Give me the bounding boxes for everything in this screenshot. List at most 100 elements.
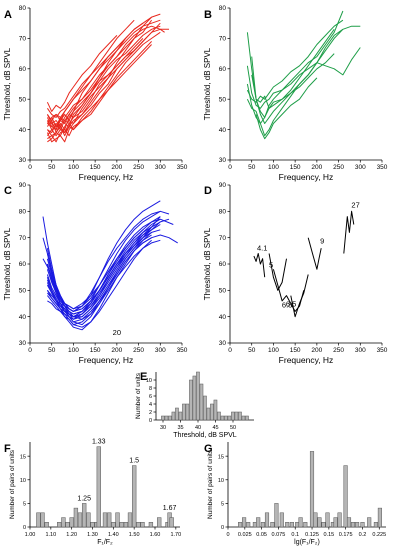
- y-tick-label: 30: [19, 157, 27, 164]
- histogram-bar: [373, 522, 378, 528]
- x-axis-title: Frequency, Hz: [279, 355, 334, 365]
- y-tick-label: 70: [19, 235, 27, 242]
- panel-letter: E: [140, 371, 147, 383]
- histogram-bar: [360, 522, 365, 528]
- y-axis-title: Number of pairs of units: [9, 449, 16, 519]
- x-tick-label: 100: [268, 347, 279, 354]
- histogram-bar: [132, 465, 137, 528]
- series-line: [46, 239, 152, 331]
- y-tick-label: 40: [19, 314, 27, 321]
- histogram-bar: [148, 522, 154, 528]
- histogram-bar: [123, 522, 129, 528]
- histogram-bar: [245, 415, 249, 421]
- series-line: [46, 28, 169, 137]
- series-line: [46, 35, 118, 112]
- histogram-bar: [333, 517, 338, 528]
- histogram-bar: [224, 415, 228, 421]
- x-tick-label: 50: [48, 347, 56, 354]
- histogram-bar: [234, 411, 239, 421]
- y-tick-label: 60: [219, 66, 227, 73]
- histogram-bar: [260, 522, 265, 528]
- x-tick-label: 0.1: [291, 532, 299, 538]
- histogram-bar: [57, 522, 62, 528]
- histogram-bar: [321, 522, 326, 528]
- histogram-bar: [199, 383, 204, 421]
- histogram-bar: [61, 517, 66, 528]
- peak-label: 1.33: [92, 439, 106, 446]
- histogram-bar: [227, 415, 232, 421]
- series-line: [46, 38, 144, 134]
- histogram-bar: [350, 522, 356, 528]
- peak-label: 1.5: [129, 458, 139, 465]
- histogram-bar: [77, 512, 83, 528]
- y-axis-title: Threshold, dB SPVL: [203, 227, 212, 300]
- y-tick-label: 30: [219, 340, 227, 347]
- y-tick-label: 15: [20, 454, 26, 460]
- y-tick-label: 5: [221, 502, 224, 508]
- histogram-bar: [367, 517, 372, 528]
- y-tick-label: 40: [219, 314, 227, 321]
- x-axis-title: Frequency, Hz: [279, 172, 334, 182]
- x-tick-label: 0: [28, 164, 32, 171]
- x-tick-label: 300: [155, 347, 166, 354]
- histogram-bar: [115, 512, 120, 528]
- y-tick-label: 40: [219, 127, 227, 134]
- histogram-bar: [206, 407, 211, 421]
- panel-letter: C: [4, 185, 12, 197]
- x-tick-label: 35: [177, 425, 183, 431]
- x-axis-title: Frequency, Hz: [79, 355, 134, 365]
- y-tick-label: 60: [19, 261, 27, 268]
- x-tick-label: 50: [248, 347, 256, 354]
- y-tick-label: 2: [149, 410, 152, 416]
- y-tick-label: 5: [23, 502, 26, 508]
- y-tick-label: 10: [146, 378, 152, 384]
- x-axis-title: Threshold, dB SPVL: [173, 432, 237, 439]
- histogram-bar: [40, 512, 45, 528]
- y-tick-label: 60: [219, 261, 227, 268]
- histogram-bar: [285, 522, 290, 528]
- y-tick-label: 4: [149, 402, 152, 408]
- histogram-bar: [44, 522, 49, 528]
- x-tick-label: 350: [177, 347, 188, 354]
- histogram-bar: [246, 522, 251, 528]
- histogram-bar: [86, 512, 91, 528]
- histogram-bar: [264, 512, 270, 528]
- y-tick-label: 8: [149, 386, 152, 392]
- histogram-bar: [140, 522, 145, 528]
- x-tick-label: 0.05: [256, 532, 267, 538]
- y-tick-label: 50: [219, 96, 227, 103]
- histogram-bar: [65, 522, 70, 528]
- x-tick-label: 200: [311, 164, 322, 171]
- histogram-bar: [346, 517, 352, 528]
- x-tick-label: 0.15: [323, 532, 334, 538]
- panel-letter: G: [204, 443, 213, 455]
- series-line: [290, 274, 309, 318]
- x-tick-label: 250: [133, 164, 144, 171]
- histogram-bar: [136, 522, 141, 528]
- series-line: [46, 19, 161, 128]
- histogram-bar: [111, 522, 116, 528]
- y-tick-label: 90: [19, 182, 27, 189]
- histogram-bar: [355, 522, 360, 528]
- panel-letter: D: [204, 185, 212, 197]
- histogram-bar: [192, 375, 197, 421]
- histogram-bar: [127, 512, 133, 528]
- x-tick-label: 1.00: [25, 532, 36, 538]
- panel-c: 0 50 100 150 200 250 300 350 30 40 50 60 70 80 90 Frequ…: [3, 182, 188, 365]
- y-tick-label: 6: [149, 394, 152, 400]
- histogram-bar: [220, 415, 225, 421]
- x-tick-label: 300: [155, 164, 166, 171]
- x-tick-label: 200: [111, 347, 122, 354]
- x-axis-title: Frequency, Hz: [79, 172, 134, 182]
- y-tick-label: 50: [19, 96, 27, 103]
- x-tick-label: 150: [90, 347, 101, 354]
- x-tick-label: 100: [268, 164, 279, 171]
- y-tick-label: 50: [19, 288, 27, 295]
- y-tick-label: 0: [149, 418, 152, 424]
- histogram-bar: [102, 512, 108, 528]
- histogram-bar: [241, 415, 246, 421]
- x-tick-label: 0.225: [372, 532, 386, 538]
- histogram-bar: [231, 411, 235, 421]
- curve-label: 6.8: [282, 300, 292, 309]
- series-line: [46, 229, 144, 315]
